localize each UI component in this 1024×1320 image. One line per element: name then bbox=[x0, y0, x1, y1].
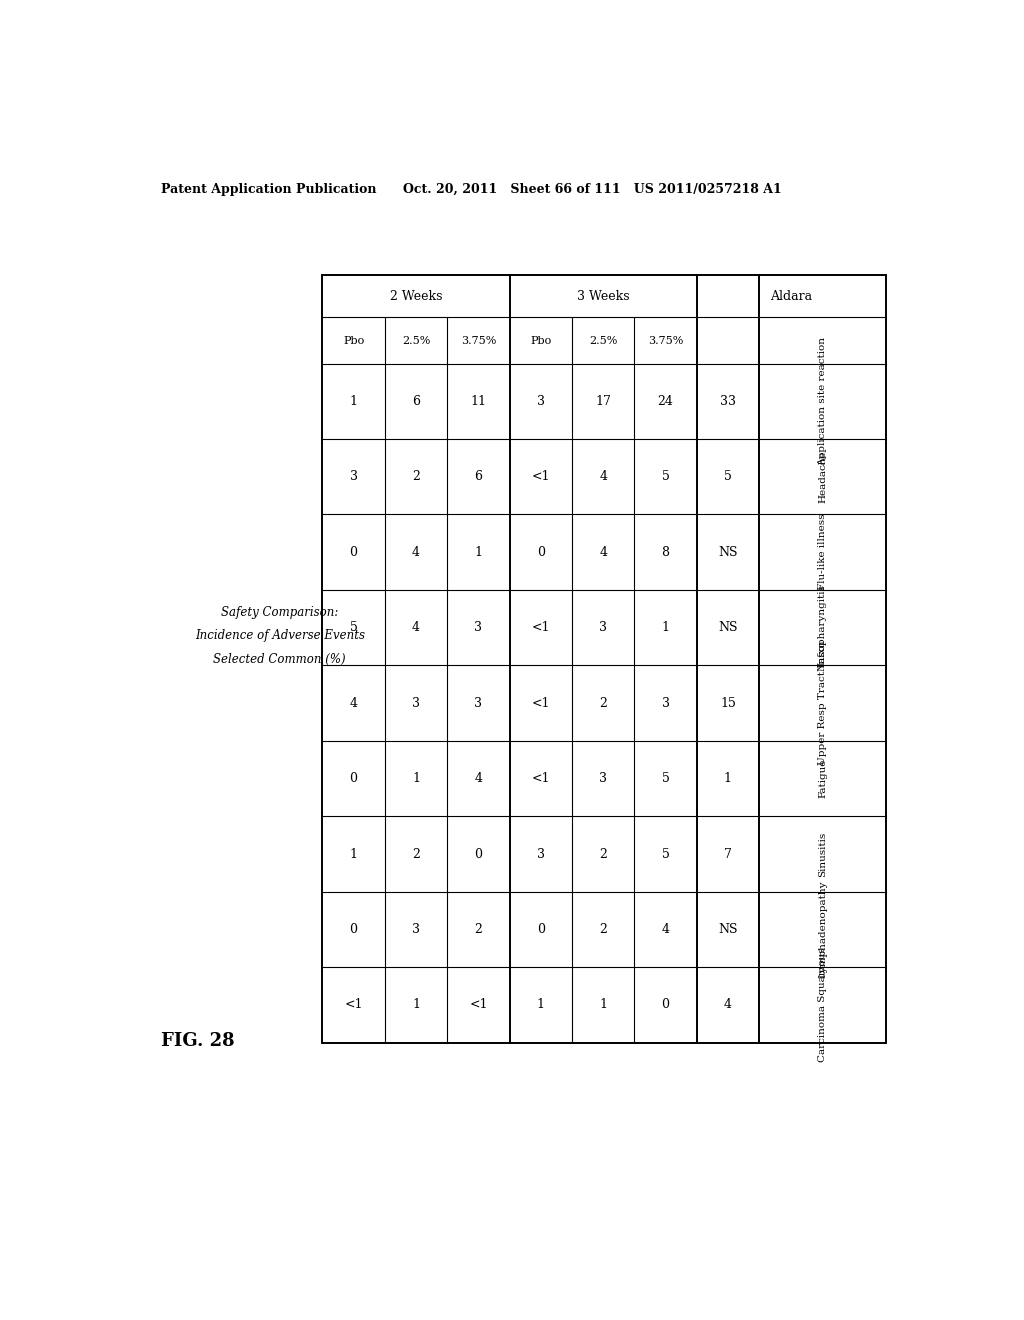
Text: NS: NS bbox=[718, 622, 737, 634]
Text: 4: 4 bbox=[474, 772, 482, 785]
Text: 6: 6 bbox=[412, 395, 420, 408]
Text: 0: 0 bbox=[474, 847, 482, 861]
Text: 15: 15 bbox=[720, 697, 736, 710]
Text: 3: 3 bbox=[412, 923, 420, 936]
Text: Oct. 20, 2011   Sheet 66 of 111   US 2011/0257218 A1: Oct. 20, 2011 Sheet 66 of 111 US 2011/02… bbox=[403, 183, 782, 197]
Text: 1: 1 bbox=[412, 998, 420, 1011]
Text: <1: <1 bbox=[469, 998, 487, 1011]
Text: <1: <1 bbox=[344, 998, 362, 1011]
Text: 1: 1 bbox=[537, 998, 545, 1011]
Text: 0: 0 bbox=[349, 545, 357, 558]
Text: 0: 0 bbox=[349, 923, 357, 936]
Text: Nasopharyngitis: Nasopharyngitis bbox=[818, 585, 827, 671]
Text: 3: 3 bbox=[349, 470, 357, 483]
Text: 5: 5 bbox=[662, 847, 670, 861]
Text: <1: <1 bbox=[531, 697, 550, 710]
Text: <1: <1 bbox=[531, 470, 550, 483]
Text: Aldara: Aldara bbox=[770, 290, 812, 302]
Text: 0: 0 bbox=[662, 998, 670, 1011]
Text: 4: 4 bbox=[412, 622, 420, 634]
Text: 5: 5 bbox=[724, 470, 732, 483]
Text: 3: 3 bbox=[662, 697, 670, 710]
Text: Carcinoma Squamous: Carcinoma Squamous bbox=[818, 948, 827, 1063]
Text: 3 Weeks: 3 Weeks bbox=[577, 290, 630, 302]
Text: Selected Common (%): Selected Common (%) bbox=[213, 652, 346, 665]
Text: 5: 5 bbox=[349, 622, 357, 634]
Text: Upper Resp Tract Infxn: Upper Resp Tract Infxn bbox=[818, 640, 827, 766]
Text: 3: 3 bbox=[474, 697, 482, 710]
Text: 3: 3 bbox=[537, 847, 545, 861]
Text: 4: 4 bbox=[599, 545, 607, 558]
Text: 1: 1 bbox=[349, 395, 357, 408]
Text: 3.75%: 3.75% bbox=[461, 335, 496, 346]
Text: 3: 3 bbox=[412, 697, 420, 710]
Text: <1: <1 bbox=[531, 772, 550, 785]
Text: 6: 6 bbox=[474, 470, 482, 483]
Text: 1: 1 bbox=[349, 847, 357, 861]
Text: 3: 3 bbox=[474, 622, 482, 634]
Text: Pbo: Pbo bbox=[343, 335, 365, 346]
Text: 1: 1 bbox=[474, 545, 482, 558]
Text: FIG. 28: FIG. 28 bbox=[161, 1032, 234, 1051]
Text: Patent Application Publication: Patent Application Publication bbox=[161, 183, 376, 197]
Text: 0: 0 bbox=[349, 772, 357, 785]
Text: Lymphadenopathy: Lymphadenopathy bbox=[818, 880, 827, 978]
Text: 2: 2 bbox=[412, 470, 420, 483]
Text: Pbo: Pbo bbox=[530, 335, 551, 346]
Text: 3: 3 bbox=[599, 772, 607, 785]
Text: 3: 3 bbox=[599, 622, 607, 634]
Text: 4: 4 bbox=[724, 998, 732, 1011]
Text: 1: 1 bbox=[599, 998, 607, 1011]
Text: <1: <1 bbox=[531, 622, 550, 634]
Text: Sinusitis: Sinusitis bbox=[818, 832, 827, 876]
Text: 4: 4 bbox=[412, 545, 420, 558]
Text: 11: 11 bbox=[470, 395, 486, 408]
Text: 0: 0 bbox=[537, 923, 545, 936]
Text: 7: 7 bbox=[724, 847, 732, 861]
Text: NS: NS bbox=[718, 545, 737, 558]
Text: 2: 2 bbox=[599, 923, 607, 936]
Text: 3: 3 bbox=[537, 395, 545, 408]
Text: 2: 2 bbox=[599, 847, 607, 861]
Text: Incidence of Adverse Events: Incidence of Adverse Events bbox=[195, 630, 365, 643]
Text: Headache: Headache bbox=[818, 450, 827, 503]
Text: NS: NS bbox=[718, 923, 737, 936]
Text: 5: 5 bbox=[662, 470, 670, 483]
Text: 4: 4 bbox=[662, 923, 670, 936]
Text: 2: 2 bbox=[599, 697, 607, 710]
Text: Application site reaction: Application site reaction bbox=[818, 337, 827, 466]
Text: 3.75%: 3.75% bbox=[648, 335, 683, 346]
Text: Flu-like illness: Flu-like illness bbox=[818, 513, 827, 590]
Text: 2.5%: 2.5% bbox=[401, 335, 430, 346]
Text: Safety Comparison:: Safety Comparison: bbox=[221, 606, 339, 619]
Text: 0: 0 bbox=[537, 545, 545, 558]
Text: 4: 4 bbox=[599, 470, 607, 483]
Text: 4: 4 bbox=[349, 697, 357, 710]
Text: Fatigue: Fatigue bbox=[818, 759, 827, 799]
Text: 33: 33 bbox=[720, 395, 736, 408]
Text: 5: 5 bbox=[662, 772, 670, 785]
Text: 2: 2 bbox=[474, 923, 482, 936]
Text: 1: 1 bbox=[724, 772, 732, 785]
Text: 8: 8 bbox=[662, 545, 670, 558]
Text: 1: 1 bbox=[412, 772, 420, 785]
Text: 2: 2 bbox=[412, 847, 420, 861]
Text: 1: 1 bbox=[662, 622, 670, 634]
Text: 17: 17 bbox=[595, 395, 611, 408]
Text: 2.5%: 2.5% bbox=[589, 335, 617, 346]
Text: 24: 24 bbox=[657, 395, 674, 408]
Bar bbox=[323, 276, 886, 1043]
Text: 2 Weeks: 2 Weeks bbox=[390, 290, 442, 302]
